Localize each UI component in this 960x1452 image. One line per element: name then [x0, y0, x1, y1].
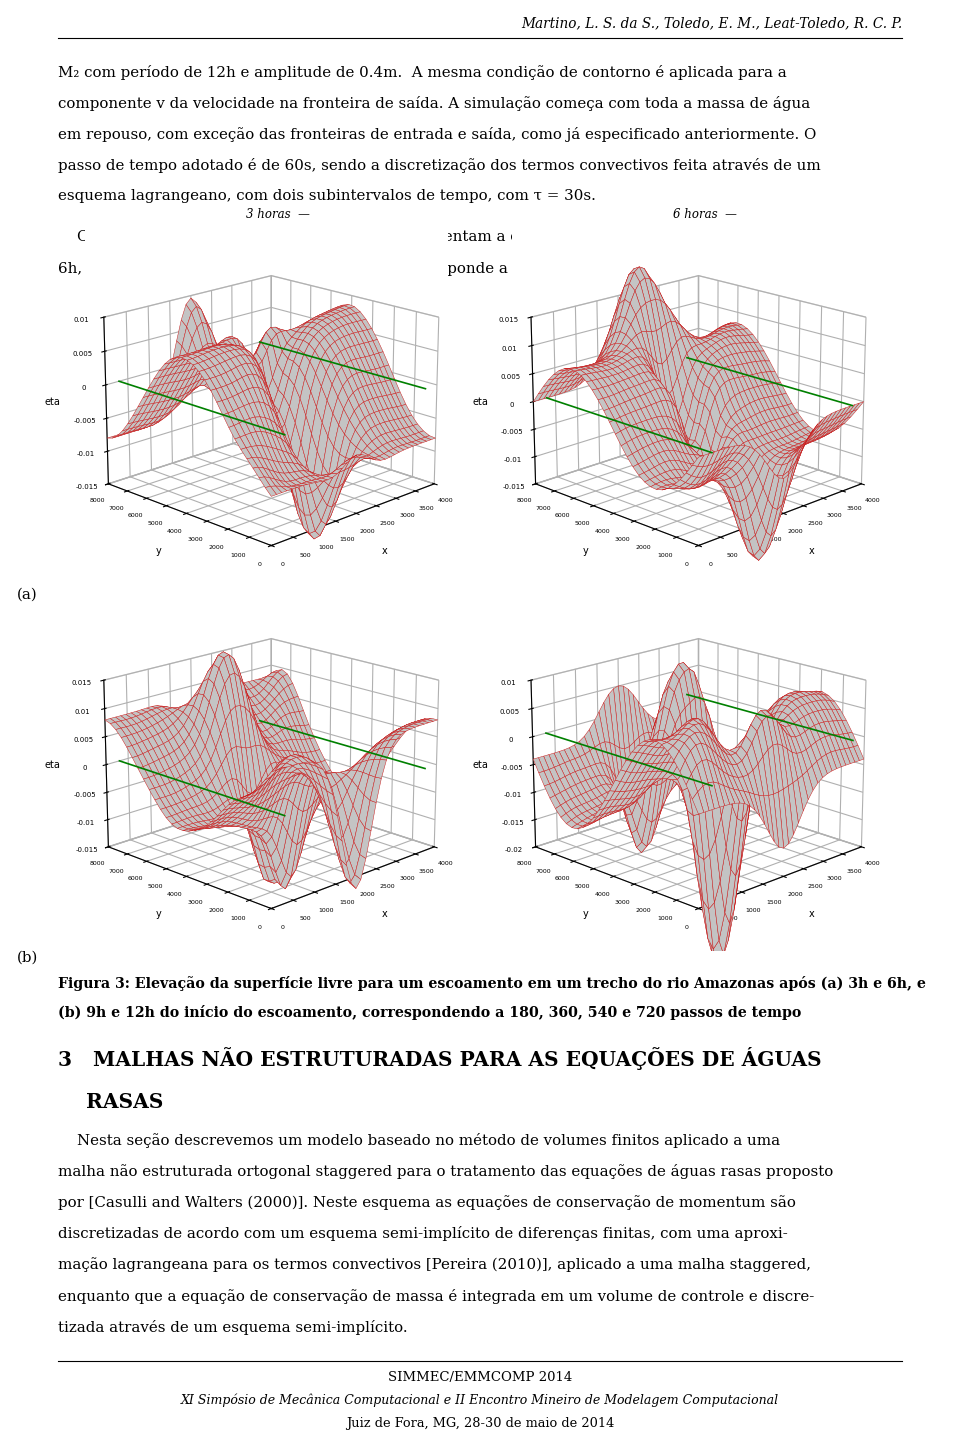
Text: tizada através de um esquema semi-implícito.: tizada através de um esquema semi-implíc… [58, 1320, 407, 1334]
Text: 9 horas  —: 9 horas — [246, 571, 309, 584]
Text: mação lagrangeana para os termos convectivos [Pereira (2010)], aplicado a uma ma: mação lagrangeana para os termos convect… [58, 1257, 810, 1272]
Text: Nesta seção descrevemos um modelo baseado no método de volumes finitos aplicado : Nesta seção descrevemos um modelo basead… [58, 1133, 780, 1147]
Text: SIMMEC/EMMCOMP 2014: SIMMEC/EMMCOMP 2014 [388, 1371, 572, 1384]
Text: RASAS: RASAS [58, 1092, 163, 1112]
Text: componente v da velocidade na fronteira de saída. A simulação começa com toda a : componente v da velocidade na fronteira … [58, 96, 810, 110]
Text: 3   MALHAS NÃO ESTRUTURADAS PARA AS EQUAÇÕES DE ÁGUAS: 3 MALHAS NÃO ESTRUTURADAS PARA AS EQUAÇÕ… [58, 1047, 821, 1070]
Y-axis label: y: y [583, 546, 588, 556]
Text: 6 horas  —: 6 horas — [673, 208, 736, 221]
Text: Figura 3: Elevação da superfície livre para um escoamento em um trecho do rio Am: Figura 3: Elevação da superfície livre p… [58, 976, 925, 990]
X-axis label: x: x [382, 546, 388, 556]
Text: passo de tempo adotado é de 60s, sendo a discretização dos termos convectivos fe: passo de tempo adotado é de 60s, sendo a… [58, 158, 821, 173]
Text: por [Casulli and Walters (2000)]. Neste esquema as equações de conservação de mo: por [Casulli and Walters (2000)]. Neste … [58, 1195, 796, 1210]
Text: M₂ com período de 12h e amplitude de 0.4m.  A mesma condição de contorno é aplic: M₂ com período de 12h e amplitude de 0.4… [58, 64, 786, 80]
Text: 12 horas  —: 12 horas — [673, 571, 744, 584]
Y-axis label: y: y [583, 909, 588, 919]
X-axis label: x: x [809, 546, 815, 556]
Text: enquanto que a equação de conservação de massa é integrada em um volume de contr: enquanto que a equação de conservação de… [58, 1289, 814, 1304]
Text: 3 horas  —: 3 horas — [246, 208, 309, 221]
Text: Martino, L. S. da S., Toledo, E. M., Leat-Toledo, R. C. P.: Martino, L. S. da S., Toledo, E. M., Lea… [521, 16, 902, 30]
Text: (a): (a) [17, 588, 37, 603]
Y-axis label: y: y [156, 909, 161, 919]
Text: esquema lagrangeano, com dois subintervalos de tempo, com τ = 30s.: esquema lagrangeano, com dois subinterva… [58, 189, 595, 203]
Text: (b): (b) [17, 951, 38, 966]
Text: Os resultados apresentados na Figura(3) representam a elevação da superfície liv: Os resultados apresentados na Figura(3) … [58, 229, 788, 244]
Text: Juiz de Fora, MG, 28-30 de maio de 2014: Juiz de Fora, MG, 28-30 de maio de 2014 [346, 1417, 614, 1430]
X-axis label: x: x [809, 909, 815, 919]
Text: discretizadas de acordo com um esquema semi-implícito de diferenças finitas, com: discretizadas de acordo com um esquema s… [58, 1225, 787, 1241]
Text: malha não estruturada ortogonal staggered para o tratamento das equações de água: malha não estruturada ortogonal staggere… [58, 1165, 833, 1179]
Text: XI Simpósio de Mecânica Computacional e II Encontro Mineiro de Modelagem Computa: XI Simpósio de Mecânica Computacional e … [180, 1394, 780, 1407]
Y-axis label: y: y [156, 546, 161, 556]
Text: 6h, 9h e 12h do início do escoamento, o que corresponde a 180, 360, 540 e 720 pa: 6h, 9h e 12h do início do escoamento, o … [58, 260, 801, 276]
Text: em repouso, com exceção das fronteiras de entrada e saída, como já especificado : em repouso, com exceção das fronteiras d… [58, 126, 816, 142]
Text: (b) 9h e 12h do início do escoamento, correspondendo a 180, 360, 540 e 720 passo: (b) 9h e 12h do início do escoamento, co… [58, 1005, 801, 1021]
X-axis label: x: x [382, 909, 388, 919]
